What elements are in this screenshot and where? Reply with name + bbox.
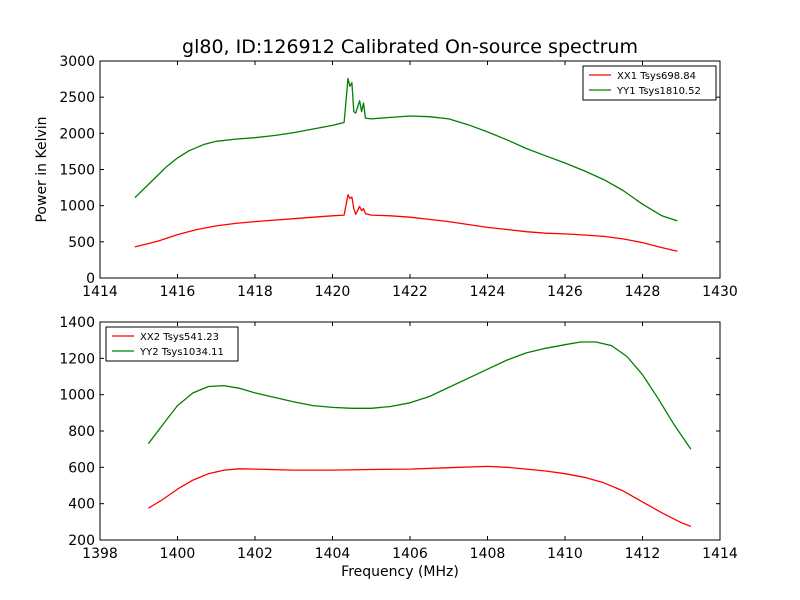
x-tick-label: 1418 [237,284,273,300]
series-line-1-0 [148,465,692,528]
x-tick-label: 1414 [702,546,738,562]
x-tick-label: 1428 [625,284,661,300]
y-tick-label: 500 [68,235,95,251]
y-tick-label: 1000 [59,388,95,404]
x-tick-label: 1408 [470,546,506,562]
x-tick-label: 1402 [237,546,273,562]
x-tick-label: 1406 [392,546,428,562]
legend-label: XX2 Tsys541.23 [140,332,219,343]
y-tick-label: 1000 [59,199,95,215]
y-tick-label: 0 [86,271,95,287]
y-tick-label: 2500 [59,90,95,106]
y-tick-label: 1200 [59,351,95,367]
series-line-1-1 [147,341,692,450]
x-tick-label: 1404 [315,546,351,562]
y-tick-label: 2000 [59,126,95,142]
legend-label: YY1 Tsys1810.52 [616,86,701,97]
x-tick-label: 1422 [392,284,428,300]
series-line-0-0 [134,194,678,252]
x-tick-label: 1420 [315,284,351,300]
bottom-spectrum-chart: 1398 1400 1402 1404 1406 1408 1410 1412 1414 200 4… [59,315,738,580]
x-tick-label: 1412 [625,546,661,562]
y-axis-label: Power in Kelvin [34,116,50,222]
series-line-0-1 [134,77,678,222]
x-tick-label: 1414 [82,284,118,300]
legend-label: YY2 Tsys1034.11 [139,347,224,358]
top-spectrum-chart: 1414 1416 1418 1420 1422 1424 1426 1428 1430 0 500… [34,54,738,300]
y-tick-label: 3000 [59,54,95,70]
y-tick-label: 1500 [59,163,95,179]
figure-title: gl80, ID:126912 Calibrated On-source spe… [182,36,638,58]
legend-box [582,65,717,101]
x-tick-label: 1426 [547,284,583,300]
x-tick-label: 1410 [547,546,583,562]
legend-box [105,326,239,362]
x-tick-label: 1430 [702,284,738,300]
y-tick-label: 400 [68,497,95,513]
x-tick-label: 1416 [160,284,196,300]
legend-label: XX1 Tsys698.84 [617,71,696,82]
y-tick-label: 1400 [59,315,95,331]
x-tick-label: 1398 [82,546,118,562]
y-tick-label: 200 [68,533,95,549]
x-axis-label: Frequency (MHz) [341,564,459,580]
x-tick-label: 1424 [470,284,506,300]
y-tick-label: 800 [68,424,95,440]
x-tick-label: 1400 [160,546,196,562]
y-tick-label: 600 [68,460,95,476]
